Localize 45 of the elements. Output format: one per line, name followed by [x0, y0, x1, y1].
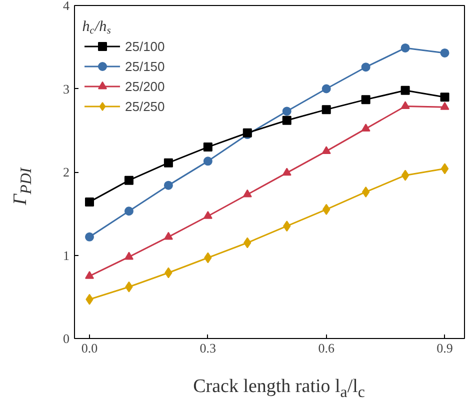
x-axis-title: Crack length ratio l$_{a}$/l$_{c}$ — [192, 375, 366, 403]
y-tick-label: 3 — [63, 81, 70, 96]
point — [203, 142, 212, 152]
point — [164, 180, 173, 190]
y-tick-label: 1 — [63, 248, 70, 263]
point — [124, 252, 134, 260]
x-tick-label: 0.9 — [436, 340, 453, 356]
point — [361, 95, 370, 104]
point — [124, 206, 134, 216]
point — [440, 48, 450, 58]
legend-label: 25/200 — [125, 78, 165, 94]
point — [322, 84, 331, 94]
point — [242, 189, 252, 198]
point — [362, 186, 370, 198]
x-tick-label: 0.6 — [318, 340, 335, 356]
point — [282, 168, 292, 176]
point — [361, 124, 370, 132]
y-tick-label: 4 — [63, 0, 70, 13]
point — [400, 43, 410, 52]
point — [401, 170, 410, 181]
point — [203, 156, 212, 166]
point — [361, 62, 370, 72]
point — [322, 105, 331, 114]
point — [400, 86, 410, 95]
legend-label: 25/150 — [125, 58, 165, 74]
y-tick-label: 0 — [63, 331, 70, 346]
y-tick-label: 2 — [63, 164, 70, 180]
point — [85, 197, 94, 206]
point — [164, 232, 173, 240]
point — [164, 158, 173, 168]
point — [282, 106, 292, 116]
x-tick-label: 0.0 — [81, 340, 98, 356]
point — [85, 270, 94, 279]
point — [400, 101, 410, 110]
point — [203, 211, 212, 219]
point — [85, 232, 94, 242]
point — [440, 92, 450, 102]
point — [124, 176, 134, 185]
point — [282, 116, 292, 125]
x-tick-label: 0.3 — [200, 340, 216, 356]
legend-label: 25/250 — [125, 98, 165, 114]
point — [322, 146, 331, 154]
point — [440, 163, 449, 174]
point — [440, 102, 450, 110]
legend-label: 25/100 — [125, 38, 165, 54]
